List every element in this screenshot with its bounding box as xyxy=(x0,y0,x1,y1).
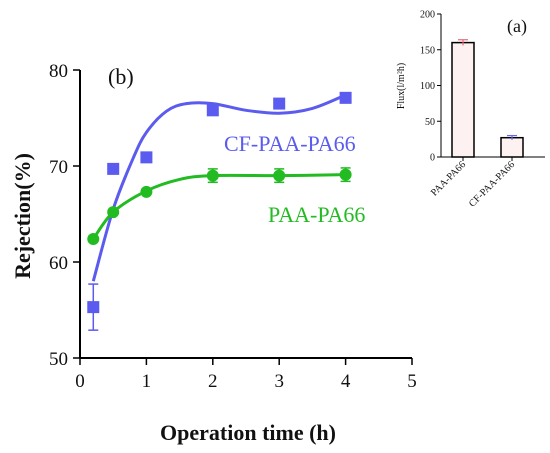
x-tick-label: 3 xyxy=(274,371,284,392)
legend-label-cf-paa-pa66: CF-PAA-PA66 xyxy=(224,131,356,156)
data-point-paa-pa66 xyxy=(87,232,100,245)
data-point-cf-paa-pa66 xyxy=(339,91,352,104)
inset-y-tick-label: 0 xyxy=(430,153,435,164)
data-point-paa-pa66 xyxy=(107,206,120,219)
data-point-paa-pa66 xyxy=(206,169,219,182)
main-x-axis-label: Operation time (h) xyxy=(160,420,336,445)
inset-x-tick-label: PAA-PA66 xyxy=(429,159,468,198)
x-tick-label: 0 xyxy=(75,371,85,392)
main-fit-curves xyxy=(91,93,347,282)
data-point-cf-paa-pa66 xyxy=(140,151,153,164)
y-tick-label: 60 xyxy=(49,253,68,274)
data-point-paa-pa66 xyxy=(339,168,352,181)
main-y-axis-label: Rejection(%) xyxy=(10,153,35,279)
inset-panel-label: (a) xyxy=(507,16,527,37)
inset-x-tick-label: CF-PAA-PA66 xyxy=(467,159,517,209)
x-tick-label: 1 xyxy=(142,371,152,392)
data-point-paa-pa66 xyxy=(273,169,286,182)
y-tick-label: 80 xyxy=(49,61,68,82)
legend-label-paa-pa66: PAA-PA66 xyxy=(268,202,365,227)
inset-y-tick-label: 100 xyxy=(420,81,435,92)
inset-bars xyxy=(451,39,524,158)
data-point-cf-paa-pa66 xyxy=(206,104,219,117)
bar-paa-pa66 xyxy=(451,41,475,158)
y-tick-label: 50 xyxy=(49,349,68,370)
main-panel-label: (b) xyxy=(108,64,134,89)
x-tick-label: 2 xyxy=(208,371,218,392)
main-ticks: 0 1 2 3 4 5 50 60 70 80 xyxy=(49,61,417,392)
data-point-paa-pa66 xyxy=(140,185,153,198)
fit-curve-cf-paa-pa66 xyxy=(91,93,347,282)
inset-y-tick-label: 50 xyxy=(425,117,435,128)
data-point-cf-paa-pa66 xyxy=(107,162,120,175)
inset-y-tick-label: 150 xyxy=(420,45,435,56)
main-data-marks xyxy=(87,91,352,331)
x-tick-label: 5 xyxy=(407,371,417,392)
x-tick-label: 4 xyxy=(341,371,351,392)
bar-cf-paa-pa66 xyxy=(500,136,524,158)
data-point-cf-paa-pa66 xyxy=(87,301,100,314)
inset-y-tick-label: 200 xyxy=(420,10,435,21)
inset-y-axis-label: Flux(l/m²h) xyxy=(396,63,407,109)
data-point-cf-paa-pa66 xyxy=(273,97,286,110)
y-tick-label: 70 xyxy=(49,157,68,178)
